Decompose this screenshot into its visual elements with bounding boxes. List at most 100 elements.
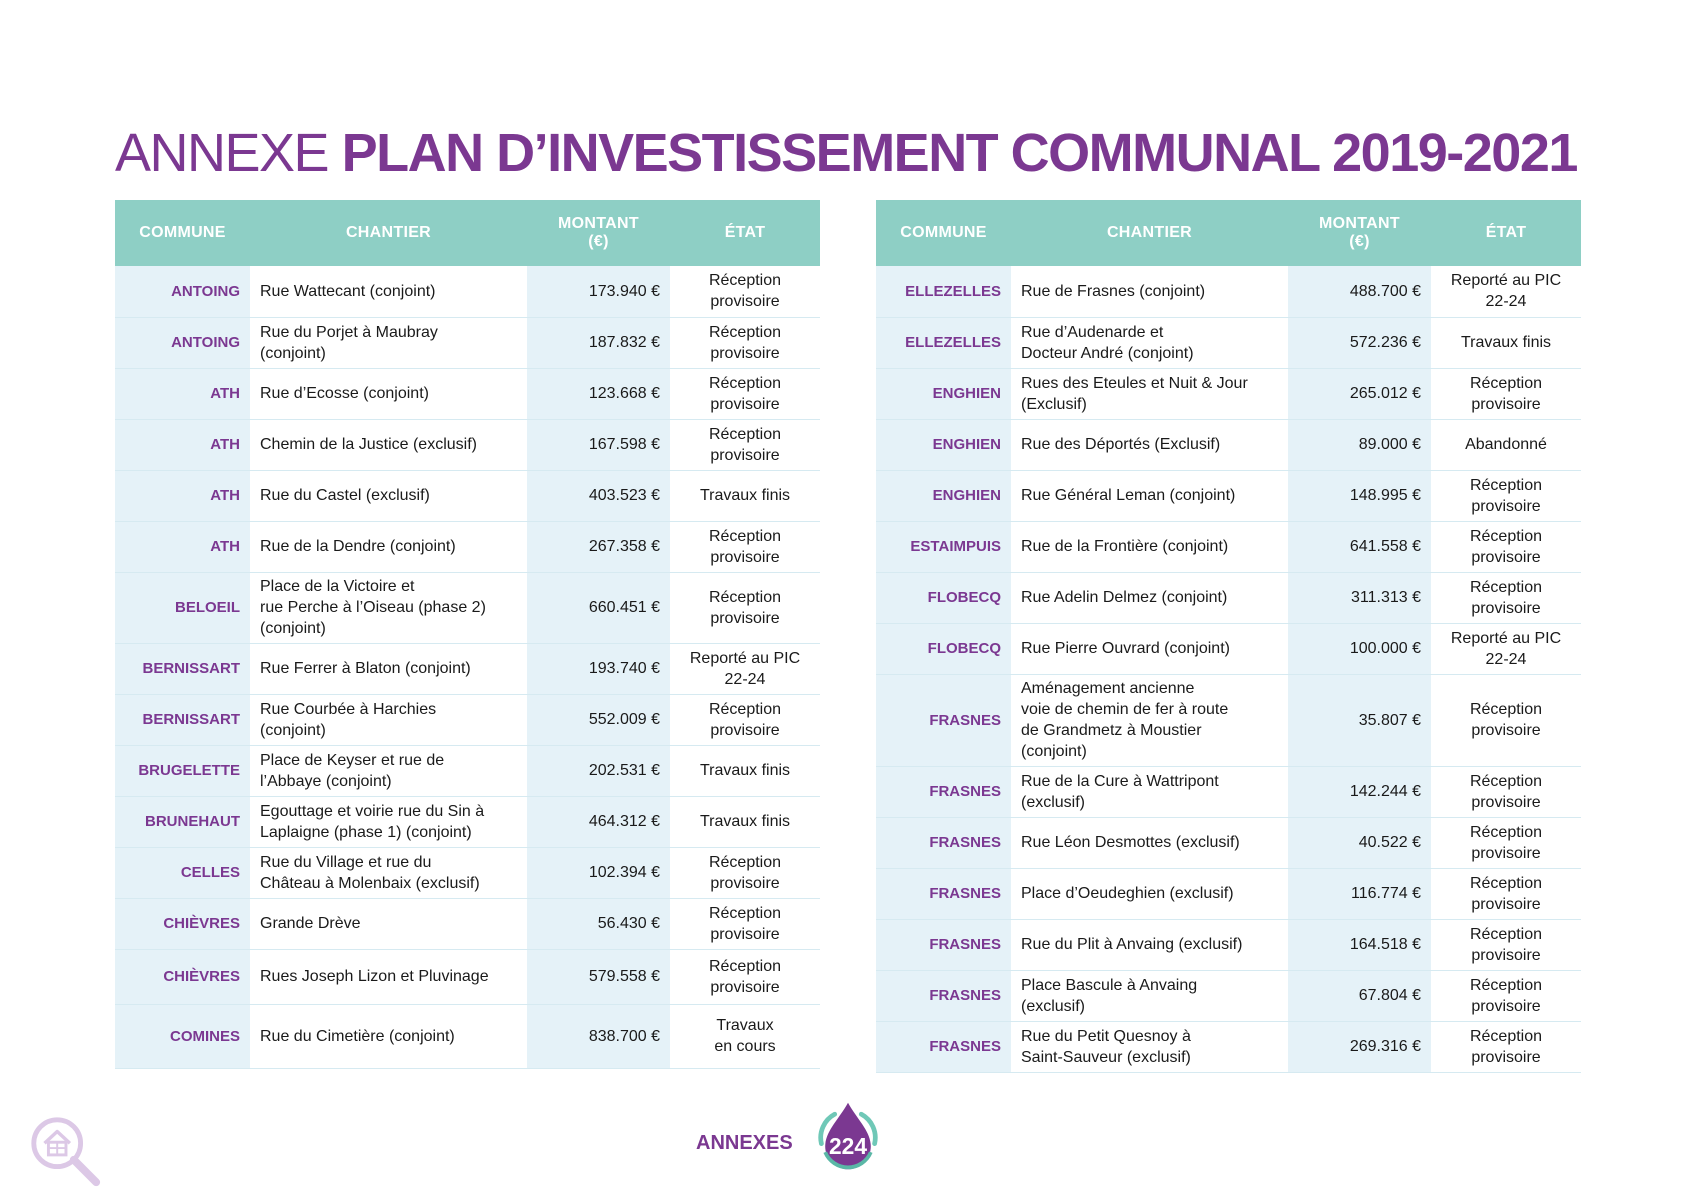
cell-etat-line: provisoire — [1471, 844, 1541, 862]
table-header-row: COMMUNE CHANTIER MONTANT (€) ÉTAT — [115, 200, 820, 266]
cell-chantier-line: Rue d’Ecosse (conjoint) — [260, 385, 429, 402]
cell-chantier: Place Bascule à Anvaing (exclusif) — [1011, 970, 1288, 1022]
cell-chantier: Rues Joseph Lizon et Pluvinage — [250, 949, 527, 1005]
cell-chantier-line: Grande Drève — [260, 915, 361, 932]
cell-etat-line: Réception — [1469, 374, 1543, 392]
table-row: ENGHIEN Rues des Eteules et Nuit & Jour (E… — [876, 368, 1581, 420]
table-row: FRASNES Aménagement ancienne voie de chemi… — [876, 674, 1581, 767]
header-montant-label: MONTANT — [1319, 215, 1400, 232]
cell-chantier: Rue du Porjet à Maubray (conjoint) — [250, 317, 527, 369]
cell-etat-line: Réception — [708, 374, 782, 392]
table-row: FLOBECQ Rue Adelin Delmez (conjoint) 311.3… — [876, 572, 1581, 624]
cell-etat-line: provisoire — [1471, 895, 1541, 913]
cell-etat-line: Réception — [1469, 527, 1543, 545]
table-row: FRASNES Rue Léon Desmottes (exclusif) 40.5… — [876, 817, 1581, 869]
cell-chantier-line: Rue Ferrer à Blaton (conjoint) — [260, 660, 471, 677]
cell-chantier-line: (conjoint) — [260, 620, 326, 637]
header-montant-unit: (€) — [588, 233, 609, 250]
cell-chantier-line: (conjoint) — [1021, 743, 1087, 760]
cell-chantier-line: Egouttage et voirie rue du Sin à — [260, 802, 485, 820]
cell-montant: 311.313 € — [1288, 572, 1431, 624]
cell-chantier: Rue du Village et rue du Château à Molenb… — [250, 847, 527, 899]
cell-etat-line: provisoire — [710, 548, 780, 566]
cell-chantier-line: Rue Pierre Ouvrard (conjoint) — [1021, 640, 1230, 657]
cell-montant: 89.000 € — [1288, 419, 1431, 471]
cell-commune: FRASNES — [876, 868, 1011, 920]
investment-table-left: COMMUNE CHANTIER MONTANT (€) ÉTAT ANTOING… — [115, 200, 820, 1069]
cell-chantier: Rue Léon Desmottes (exclusif) — [1011, 817, 1288, 869]
cell-chantier-line: Rues Joseph Lizon et Pluvinage — [260, 968, 489, 985]
cell-etat-line: provisoire — [1471, 997, 1541, 1015]
cell-chantier-line: Rue du Petit Quesnoy à — [1021, 1027, 1191, 1045]
cell-montant: 660.451 € — [527, 572, 670, 644]
cell-montant: 193.740 € — [527, 643, 670, 695]
cell-chantier-line: Rues des Eteules et Nuit & Jour — [1021, 374, 1248, 392]
cell-chantier: Rue du Plit à Anvaing (exclusif) — [1011, 919, 1288, 971]
cell-commune: FRASNES — [876, 674, 1011, 767]
cell-etat: Reporté au PIC 22-24 — [1431, 623, 1581, 675]
cell-chantier-line: Laplaigne (phase 1) (conjoint) — [260, 823, 472, 841]
table-row: ANTOING Rue Wattecant (conjoint) 173.940 €… — [115, 266, 820, 318]
cell-chantier-line: Rue du Plit à Anvaing (exclusif) — [1021, 936, 1243, 953]
cell-montant: 572.236 € — [1288, 317, 1431, 369]
header-etat: ÉTAT — [1431, 200, 1581, 266]
cell-etat-line: provisoire — [1471, 497, 1541, 515]
cell-chantier: Aménagement ancienne voie de chemin de fe… — [1011, 674, 1288, 767]
header-montant: MONTANT (€) — [527, 200, 670, 266]
table-row: ELLEZELLES Rue de Frasnes (conjoint) 488.7… — [876, 266, 1581, 318]
cell-chantier: Place de la Victoire et rue Perche à l’Oi… — [250, 572, 527, 644]
cell-montant: 838.700 € — [527, 1004, 670, 1069]
cell-commune: FRASNES — [876, 919, 1011, 971]
cell-chantier: Rue Ferrer à Blaton (conjoint) — [250, 643, 527, 695]
cell-etat: Reporté au PIC 22-24 — [1431, 266, 1581, 318]
cell-montant: 142.244 € — [1288, 766, 1431, 818]
cell-chantier: Place d’Oeudeghien (exclusif) — [1011, 868, 1288, 920]
cell-etat: Travaux finis — [670, 470, 820, 522]
table-row: BELOEIL Place de la Victoire et rue Perche… — [115, 572, 820, 644]
cell-etat-line: 22-24 — [1485, 650, 1527, 668]
cell-etat-line: provisoire — [710, 344, 780, 362]
cell-etat: Travaux finis — [670, 745, 820, 797]
cell-chantier-line: (exclusif) — [1021, 997, 1086, 1015]
investment-table-right: COMMUNE CHANTIER MONTANT (€) ÉTAT ELLEZEL… — [876, 200, 1581, 1073]
cell-montant: 123.668 € — [527, 368, 670, 420]
page-title: ANNEXE PLAN D’INVESTISSEMENT COMMUNAL 20… — [115, 120, 1578, 186]
cell-chantier: Rue du Castel (exclusif) — [250, 470, 527, 522]
cell-chantier: Rues des Eteules et Nuit & Jour (Exclusif… — [1011, 368, 1288, 420]
cell-etat: Réception provisoire — [1431, 919, 1581, 971]
cell-chantier: Rue du Cimetière (conjoint) — [250, 1004, 527, 1069]
cell-etat: Réception provisoire — [670, 521, 820, 573]
cell-etat: Travaux finis — [1431, 317, 1581, 369]
cell-chantier-line: (conjoint) — [260, 344, 326, 362]
cell-chantier-line: Rue du Castel (exclusif) — [260, 487, 430, 504]
table-row: BRUGELETTE Place de Keyser et rue de l’Abb… — [115, 745, 820, 797]
cell-etat: Reporté au PIC 22-24 — [670, 643, 820, 695]
cell-etat-line: provisoire — [710, 978, 780, 996]
table-row: BERNISSART Rue Ferrer à Blaton (conjoint)… — [115, 643, 820, 695]
cell-commune: COMINES — [115, 1004, 250, 1069]
cell-etat: Réception provisoire — [1431, 1021, 1581, 1073]
cell-etat-line: provisoire — [1471, 722, 1541, 739]
cell-etat-line: Réception — [708, 527, 782, 545]
page-number: 224 — [829, 1133, 867, 1159]
cell-etat: Réception provisoire — [1431, 817, 1581, 869]
table-row: CELLES Rue du Village et rue du Château à … — [115, 847, 820, 899]
cell-montant: 148.995 € — [1288, 470, 1431, 522]
cell-chantier-line: Saint-Sauveur (exclusif) — [1021, 1048, 1191, 1066]
cell-etat: Réception provisoire — [1431, 674, 1581, 767]
cell-etat: Abandonné — [1431, 419, 1581, 471]
cell-etat-line: provisoire — [710, 874, 780, 892]
cell-commune: FLOBECQ — [876, 623, 1011, 675]
cell-etat: Réception provisoire — [670, 317, 820, 369]
cell-etat-line: Réception — [1469, 925, 1543, 943]
cell-etat: Réception provisoire — [670, 266, 820, 318]
water-drop-icon: 224 — [818, 1102, 878, 1170]
table-row: ATH Rue du Castel (exclusif) 403.523 € Trav… — [115, 470, 820, 522]
cell-commune: CHIÈVRES — [115, 949, 250, 1005]
cell-etat-line: Réception — [708, 272, 782, 290]
table-row: ESTAIMPUIS Rue de la Frontière (conjoint)… — [876, 521, 1581, 573]
cell-commune: ENGHIEN — [876, 470, 1011, 522]
cell-chantier-line: Rue de la Cure à Wattripont — [1021, 772, 1219, 790]
cell-etat: Réception provisoire — [1431, 521, 1581, 573]
cell-montant: 202.531 € — [527, 745, 670, 797]
